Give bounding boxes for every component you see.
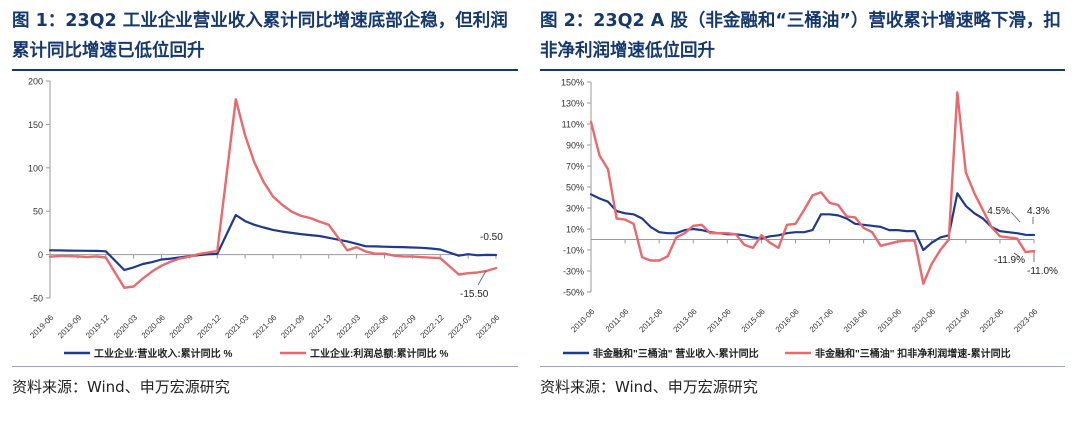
figure-2-title: 图 2：23Q2 A 股（非金融和“三桶油”）营收累计增速略下滑，扣非净利润增速… [540,11,1061,61]
figure-2-panel: 图 2：23Q2 A 股（非金融和“三桶油”）营收累计增速略下滑，扣非净利润增速… [540,0,1080,436]
y-tick-label: 10% [566,225,584,235]
x-tick-label: 2012-06 [637,307,665,335]
series-line-red [48,98,498,290]
legend-label: 工业企业:营业收入:累计同比 % [94,347,232,360]
x-tick-label: 2021-06 [251,313,279,341]
y-tick-label: -50 [30,294,43,304]
chart-2: -50% -30% -10% 10% 30% 50% 70% 90% 110% 130% 150% 2… [561,78,1058,361]
source-divider [540,366,1065,367]
x-tick-label: 2022-06 [363,313,391,341]
x-tick-label: 2020-06 [910,307,938,335]
title-underline [540,69,1065,71]
x-tick-label: 2018-06 [842,307,870,335]
y-tick-label: 100 [28,163,43,173]
x-tick-label: 2013-06 [672,307,700,335]
x-tick-label: 2020-06 [140,313,168,341]
y-tick-label: 50 [33,207,43,217]
annotation-leader [1013,252,1021,258]
x-tick-label: 2020-12 [196,313,224,341]
y-tick-label: -10% [563,246,584,256]
data-label: 4.3% [1027,206,1050,217]
y-tick-label: 150 [28,120,43,130]
y-tick-label: -50% [563,288,584,298]
x-tick-label: 2021-12 [307,313,335,341]
figure-2-source: 资料来源：Wind、申万宏源研究 [540,378,758,396]
x-tick-label: 2022-03 [335,313,363,341]
series-line-red [589,91,1036,285]
data-label: -0.50 [480,232,503,243]
x-tick-label: 2022-12 [419,313,447,341]
legend-label: 非金融和"三桶油" 扣非净利润增速-累计同比 [815,347,1011,360]
legend-label: 工业企业:利润总额:累计同比 % [310,347,448,360]
legend-label: 非金融和"三桶油" 营业收入-累计同比 [593,347,759,360]
x-tick-label: 2020-09 [168,313,196,341]
x-tick-label: 2022-09 [391,313,419,341]
x-tick-label: 2017-06 [808,307,836,335]
y-tick-label: 30% [566,204,584,214]
x-tick-label: 2011-06 [604,307,631,334]
x-tick-label: 2021-09 [279,313,307,341]
data-label: -15.50 [460,289,489,300]
data-label: 4.5% [987,206,1010,217]
annotation-leader [1010,211,1021,223]
figure-1-title: 图 1：23Q2 工业企业营业收入累计同比增速底部企稳，但利润累计同比增速已低位… [12,11,508,61]
data-label: -11.0% [1027,266,1058,277]
series-line-blue [589,192,1036,252]
x-tick-label: 2020-03 [112,313,140,341]
x-tick-label: 2021-06 [944,307,972,335]
x-tick-label: 2016-06 [774,307,802,335]
x-tick-label: 2010-06 [569,307,597,335]
y-tick-label: 70% [566,162,584,172]
title-underline [12,69,518,71]
x-tick-label: 2019-09 [56,313,84,341]
x-tick-label: 2023-03 [446,313,474,341]
x-tick-label: 2021-03 [223,313,251,341]
series-line-blue [48,213,498,272]
x-tick-label: 2014-06 [706,307,734,335]
x-tick-label: 2019-06 [28,313,56,341]
x-tick-label: 2022-06 [978,307,1006,335]
y-tick-label: 150% [561,78,584,88]
y-tick-label: 0 [38,250,43,260]
y-tick-label: 130% [561,99,584,109]
y-tick-label: 90% [566,141,584,151]
x-tick-label: 2019-12 [84,313,112,341]
y-tick-label: 50% [566,183,584,193]
figure-1-panel: 图 1：23Q2 工业企业营业收入累计同比增速底部企稳，但利润累计同比增速已低位… [0,0,534,436]
x-tick-label: 2023-06 [1012,307,1040,335]
x-tick-label: 2023-06 [474,313,502,341]
annotation-leader [477,270,487,286]
data-label: -11.9% [994,255,1025,266]
figure-1-source: 资料来源：Wind、申万宏源研究 [12,378,230,396]
y-tick-label: -30% [563,267,584,277]
y-tick-label: 110% [562,120,584,130]
source-divider [12,366,518,367]
x-tick-label: 2015-06 [740,307,768,335]
y-tick-label: 200 [28,77,43,87]
x-tick-label: 2019-06 [876,307,904,335]
